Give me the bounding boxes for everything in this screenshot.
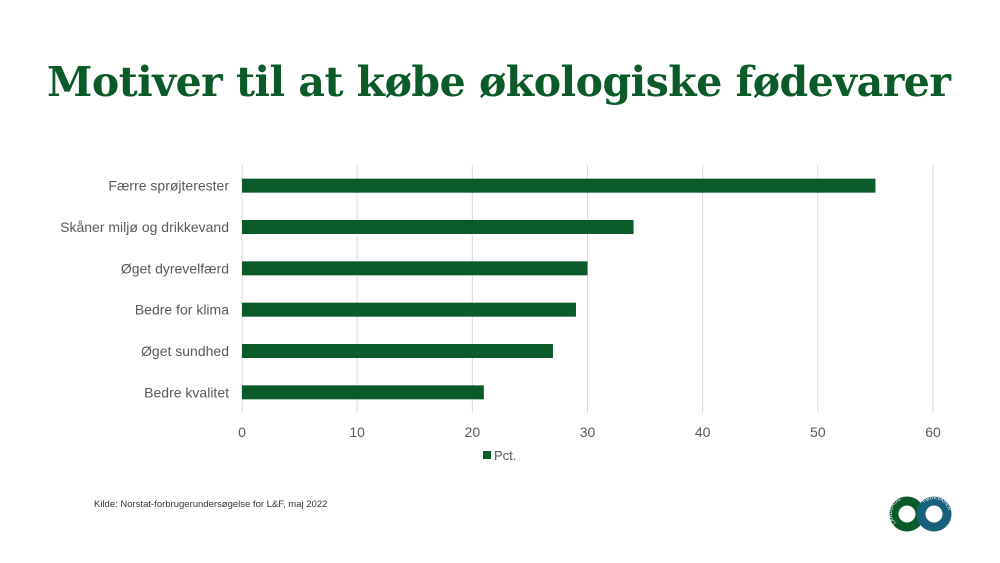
x-tick-label: 10 xyxy=(349,424,365,440)
x-tick-label: 20 xyxy=(465,424,481,440)
legend-swatch xyxy=(483,451,491,459)
landbrug-foedevarer-logo: LANDBRUG FØDEVARER xyxy=(888,495,952,532)
category-label: Skåner miljø og drikkevand xyxy=(60,219,229,235)
source-note: Kilde: Norstat-forbrugerundersøgelse for… xyxy=(94,499,328,510)
legend-label: Pct. xyxy=(494,448,516,463)
category-label: Øget dyrevelfærd xyxy=(121,260,229,276)
bar-0 xyxy=(242,178,876,193)
chart-title: Motiver til at købe økologiske fødevarer xyxy=(47,58,951,106)
bar-1 xyxy=(242,220,634,234)
bar-4 xyxy=(242,344,553,358)
category-label: Færre sprøjterester xyxy=(108,178,229,194)
x-tick-label: 30 xyxy=(580,424,596,440)
category-label: Øget sundhed xyxy=(141,343,229,359)
logo-left-ring xyxy=(889,496,925,532)
x-tick-label: 40 xyxy=(695,424,711,440)
x-tick-label: 0 xyxy=(238,424,246,440)
category-label: Bedre for klima xyxy=(135,302,229,318)
x-tick-label: 50 xyxy=(810,424,826,440)
category-label: Bedre kvalitet xyxy=(144,384,229,400)
bar-5 xyxy=(242,385,484,400)
x-tick-label: 60 xyxy=(925,424,941,440)
logo-right-ring xyxy=(916,496,952,532)
bar-3 xyxy=(242,302,576,317)
bar-2 xyxy=(242,261,588,276)
